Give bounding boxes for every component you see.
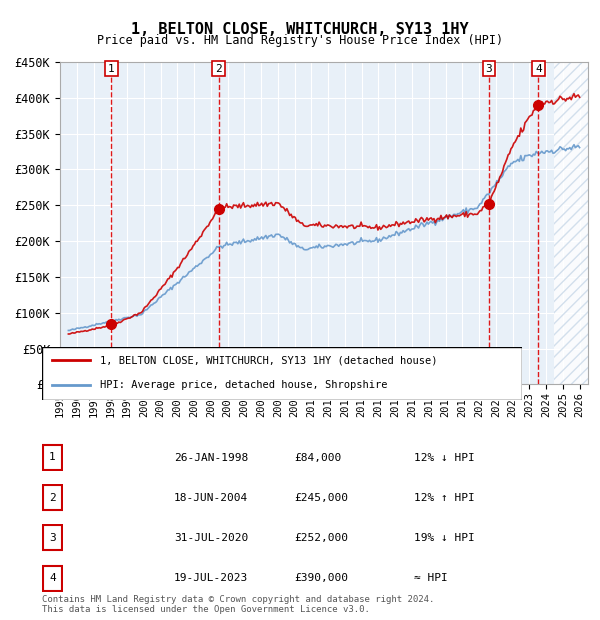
Text: 12% ↓ HPI: 12% ↓ HPI	[414, 453, 475, 463]
Bar	[554, 62, 588, 384]
Text: £390,000: £390,000	[294, 574, 348, 583]
Text: 31-JUL-2020: 31-JUL-2020	[174, 533, 248, 543]
Text: £245,000: £245,000	[294, 493, 348, 503]
Text: £252,000: £252,000	[294, 533, 348, 543]
Text: ≈ HPI: ≈ HPI	[414, 574, 448, 583]
Bar	[554, 62, 588, 384]
Text: 2: 2	[215, 64, 222, 74]
Text: £84,000: £84,000	[294, 453, 341, 463]
Text: 19-JUL-2023: 19-JUL-2023	[174, 574, 248, 583]
FancyBboxPatch shape	[43, 565, 62, 591]
Text: Contains HM Land Registry data © Crown copyright and database right 2024.: Contains HM Land Registry data © Crown c…	[42, 595, 434, 604]
Text: HPI: Average price, detached house, Shropshire: HPI: Average price, detached house, Shro…	[100, 380, 387, 390]
FancyBboxPatch shape	[43, 525, 62, 551]
Text: 4: 4	[535, 64, 542, 74]
Text: 26-JAN-1998: 26-JAN-1998	[174, 453, 248, 463]
Text: 19% ↓ HPI: 19% ↓ HPI	[414, 533, 475, 543]
Text: 1, BELTON CLOSE, WHITCHURCH, SY13 1HY: 1, BELTON CLOSE, WHITCHURCH, SY13 1HY	[131, 22, 469, 37]
Text: Price paid vs. HM Land Registry's House Price Index (HPI): Price paid vs. HM Land Registry's House …	[97, 34, 503, 47]
FancyBboxPatch shape	[42, 347, 522, 400]
Text: 3: 3	[49, 533, 56, 543]
FancyBboxPatch shape	[43, 485, 62, 510]
Text: 1: 1	[49, 452, 56, 463]
Text: 12% ↑ HPI: 12% ↑ HPI	[414, 493, 475, 503]
Text: 18-JUN-2004: 18-JUN-2004	[174, 493, 248, 503]
Text: This data is licensed under the Open Government Licence v3.0.: This data is licensed under the Open Gov…	[42, 604, 370, 614]
Text: 1, BELTON CLOSE, WHITCHURCH, SY13 1HY (detached house): 1, BELTON CLOSE, WHITCHURCH, SY13 1HY (d…	[100, 355, 437, 365]
FancyBboxPatch shape	[43, 445, 62, 470]
Text: 1: 1	[108, 64, 115, 74]
Text: 3: 3	[485, 64, 492, 74]
Bar	[554, 62, 588, 384]
Text: 2: 2	[49, 492, 56, 503]
Text: 4: 4	[49, 573, 56, 583]
